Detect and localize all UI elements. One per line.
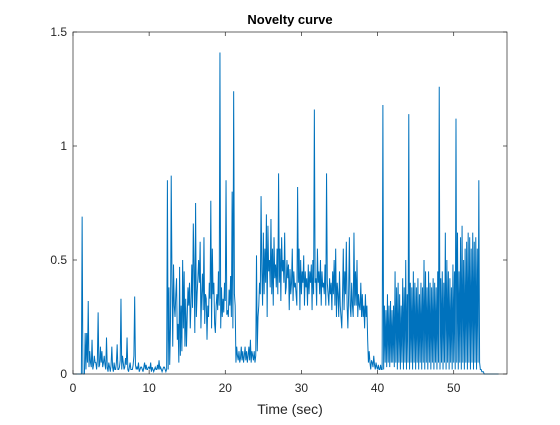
y-tick-label: 0 [60,367,67,381]
x-tick-label: 50 [447,381,461,395]
y-tick-label: 1 [60,139,67,153]
y-tick-label: 1.5 [50,25,67,39]
x-tick-label: 30 [295,381,309,395]
x-tick-label: 40 [371,381,385,395]
series-layer [73,52,499,375]
axes-box [72,31,508,375]
x-tick-label: 10 [142,381,156,395]
chart-title: Novelty curve [247,12,332,27]
tick-layer: 0 10 20 30 40 50 0 0.5 1 1.5 [50,25,507,395]
novelty-series-line [73,52,499,375]
x-tick-label: 20 [219,381,233,395]
y-tick-label: 0.5 [50,253,67,267]
x-axis-label: Time (sec) [257,401,323,417]
x-tick-label: 0 [70,381,77,395]
